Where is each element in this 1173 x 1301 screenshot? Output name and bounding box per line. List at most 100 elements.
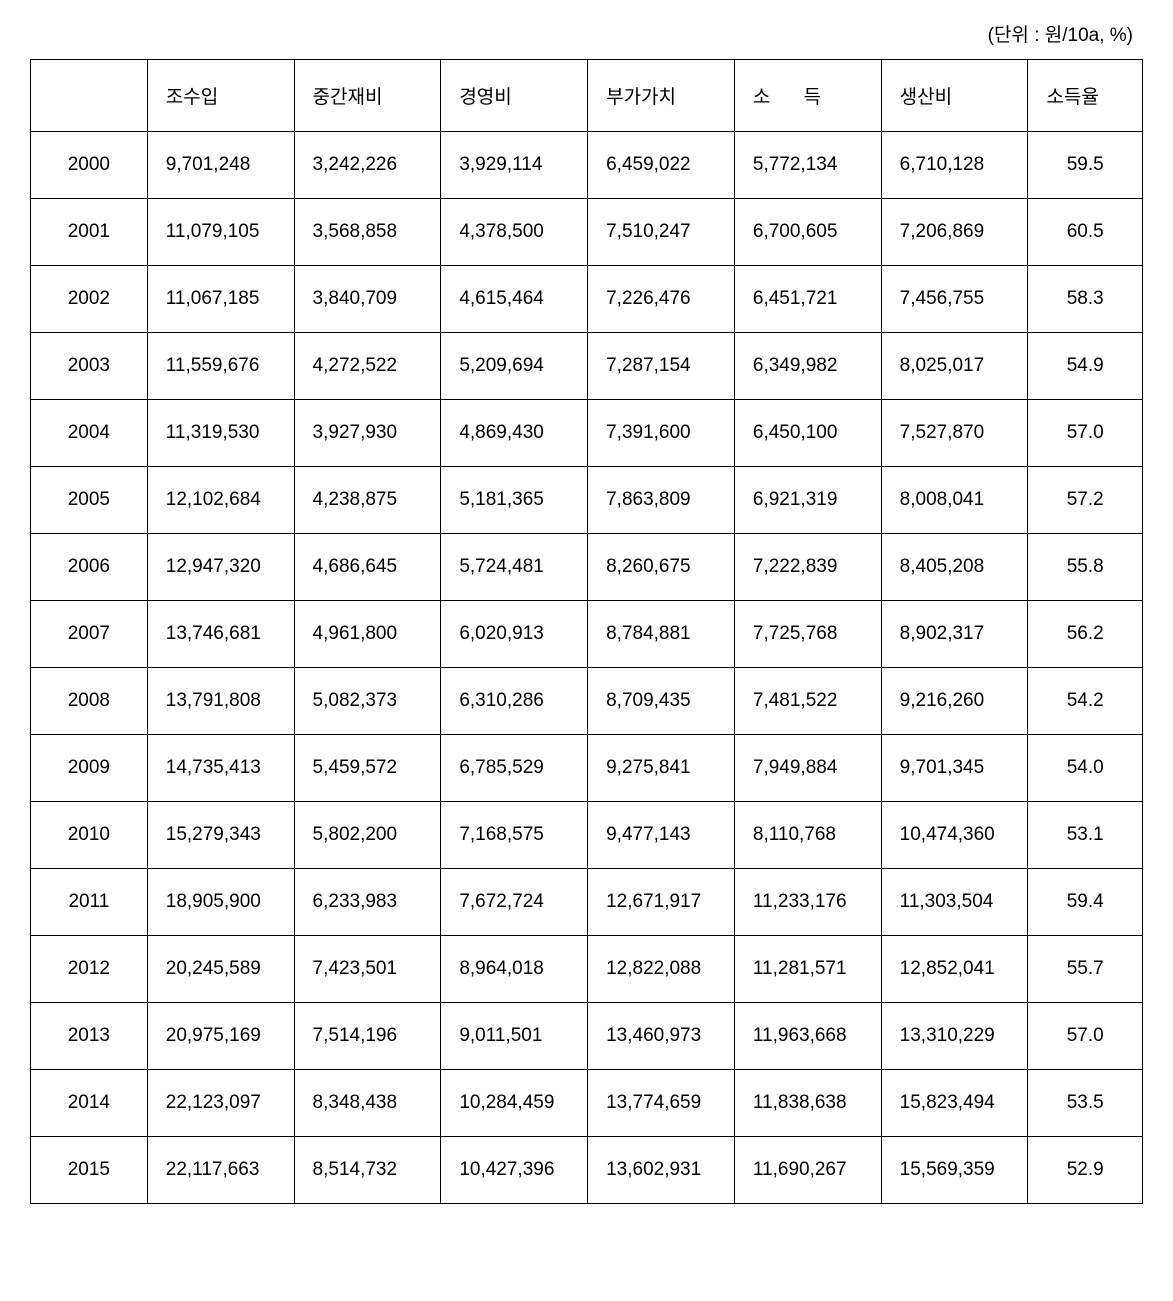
cell-value-added: 7,391,600 [588,400,735,467]
cell-income: 8,110,768 [734,802,881,869]
table-row: 201320,975,1697,514,1969,011,50113,460,9… [31,1003,1143,1070]
cell-operating-cost: 5,209,694 [441,333,588,400]
cell-income: 7,725,768 [734,601,881,668]
cell-operating-cost: 4,378,500 [441,199,588,266]
cell-value-added: 7,510,247 [588,199,735,266]
header-year [31,60,148,132]
cell-year: 2004 [31,400,148,467]
cell-income-rate: 52.9 [1028,1137,1143,1204]
cell-production-cost: 8,902,317 [881,601,1028,668]
cell-production-cost: 6,710,128 [881,132,1028,199]
cell-value-added: 13,460,973 [588,1003,735,1070]
cell-income-rate: 59.4 [1028,869,1143,936]
cell-year: 2006 [31,534,148,601]
table-row: 201118,905,9006,233,9837,672,72412,671,9… [31,869,1143,936]
table-row: 200311,559,6764,272,5225,209,6947,287,15… [31,333,1143,400]
cell-income: 11,690,267 [734,1137,881,1204]
header-operating-cost: 경영비 [441,60,588,132]
cell-operating-cost: 5,724,481 [441,534,588,601]
cell-income-rate: 53.5 [1028,1070,1143,1137]
table-row: 201220,245,5897,423,5018,964,01812,822,0… [31,936,1143,1003]
cell-income: 7,222,839 [734,534,881,601]
cell-production-cost: 8,008,041 [881,467,1028,534]
cell-year: 2008 [31,668,148,735]
cell-production-cost: 9,216,260 [881,668,1028,735]
cell-gross-income: 9,701,248 [147,132,294,199]
cell-year: 2009 [31,735,148,802]
cell-intermediate-cost: 5,802,200 [294,802,441,869]
cell-intermediate-cost: 7,514,196 [294,1003,441,1070]
header-production-cost: 생산비 [881,60,1028,132]
cell-gross-income: 22,123,097 [147,1070,294,1137]
cell-income-rate: 54.0 [1028,735,1143,802]
cell-gross-income: 20,245,589 [147,936,294,1003]
cell-year: 2011 [31,869,148,936]
cell-operating-cost: 4,615,464 [441,266,588,333]
cell-value-added: 12,822,088 [588,936,735,1003]
table-row: 200411,319,5303,927,9304,869,4307,391,60… [31,400,1143,467]
cell-gross-income: 20,975,169 [147,1003,294,1070]
cell-value-added: 9,275,841 [588,735,735,802]
cell-intermediate-cost: 6,233,983 [294,869,441,936]
table-row: 20009,701,2483,242,2263,929,1146,459,022… [31,132,1143,199]
cell-operating-cost: 6,310,286 [441,668,588,735]
unit-label: (단위 : 원/10a, %) [30,20,1143,47]
cell-production-cost: 9,701,345 [881,735,1028,802]
cell-production-cost: 8,405,208 [881,534,1028,601]
cell-gross-income: 22,117,663 [147,1137,294,1204]
cell-income-rate: 57.0 [1028,400,1143,467]
cell-income-rate: 59.5 [1028,132,1143,199]
cell-value-added: 7,287,154 [588,333,735,400]
cell-gross-income: 18,905,900 [147,869,294,936]
cell-income: 11,233,176 [734,869,881,936]
cell-income-rate: 60.5 [1028,199,1143,266]
cell-intermediate-cost: 4,272,522 [294,333,441,400]
cell-year: 2002 [31,266,148,333]
cell-income: 6,700,605 [734,199,881,266]
cell-operating-cost: 6,020,913 [441,601,588,668]
cell-income-rate: 53.1 [1028,802,1143,869]
cell-income: 7,481,522 [734,668,881,735]
cell-income-rate: 54.2 [1028,668,1143,735]
table-body: 20009,701,2483,242,2263,929,1146,459,022… [31,132,1143,1204]
cell-operating-cost: 8,964,018 [441,936,588,1003]
cell-production-cost: 8,025,017 [881,333,1028,400]
cell-income: 5,772,134 [734,132,881,199]
cell-production-cost: 10,474,360 [881,802,1028,869]
cell-intermediate-cost: 3,242,226 [294,132,441,199]
cell-production-cost: 15,823,494 [881,1070,1028,1137]
cell-production-cost: 7,527,870 [881,400,1028,467]
cell-production-cost: 7,456,755 [881,266,1028,333]
cell-income-rate: 57.0 [1028,1003,1143,1070]
cell-year: 2001 [31,199,148,266]
cell-year: 2000 [31,132,148,199]
cell-production-cost: 11,303,504 [881,869,1028,936]
cell-intermediate-cost: 7,423,501 [294,936,441,1003]
cell-year: 2005 [31,467,148,534]
cell-income-rate: 56.2 [1028,601,1143,668]
table-row: 200111,079,1053,568,8584,378,5007,510,24… [31,199,1143,266]
cell-operating-cost: 7,672,724 [441,869,588,936]
table-row: 200612,947,3204,686,6455,724,4818,260,67… [31,534,1143,601]
cell-value-added: 13,602,931 [588,1137,735,1204]
cell-gross-income: 13,791,808 [147,668,294,735]
table-row: 200813,791,8085,082,3736,310,2868,709,43… [31,668,1143,735]
cell-value-added: 6,459,022 [588,132,735,199]
header-intermediate-cost: 중간재비 [294,60,441,132]
cell-intermediate-cost: 8,514,732 [294,1137,441,1204]
cell-operating-cost: 10,427,396 [441,1137,588,1204]
cell-value-added: 8,260,675 [588,534,735,601]
cell-operating-cost: 10,284,459 [441,1070,588,1137]
cell-production-cost: 12,852,041 [881,936,1028,1003]
cell-gross-income: 11,067,185 [147,266,294,333]
cell-operating-cost: 7,168,575 [441,802,588,869]
cell-intermediate-cost: 3,568,858 [294,199,441,266]
cell-intermediate-cost: 4,961,800 [294,601,441,668]
header-value-added: 부가가치 [588,60,735,132]
cell-intermediate-cost: 8,348,438 [294,1070,441,1137]
cell-production-cost: 7,206,869 [881,199,1028,266]
cell-operating-cost: 3,929,114 [441,132,588,199]
cell-year: 2003 [31,333,148,400]
table-row: 201422,123,0978,348,43810,284,45913,774,… [31,1070,1143,1137]
cell-production-cost: 13,310,229 [881,1003,1028,1070]
